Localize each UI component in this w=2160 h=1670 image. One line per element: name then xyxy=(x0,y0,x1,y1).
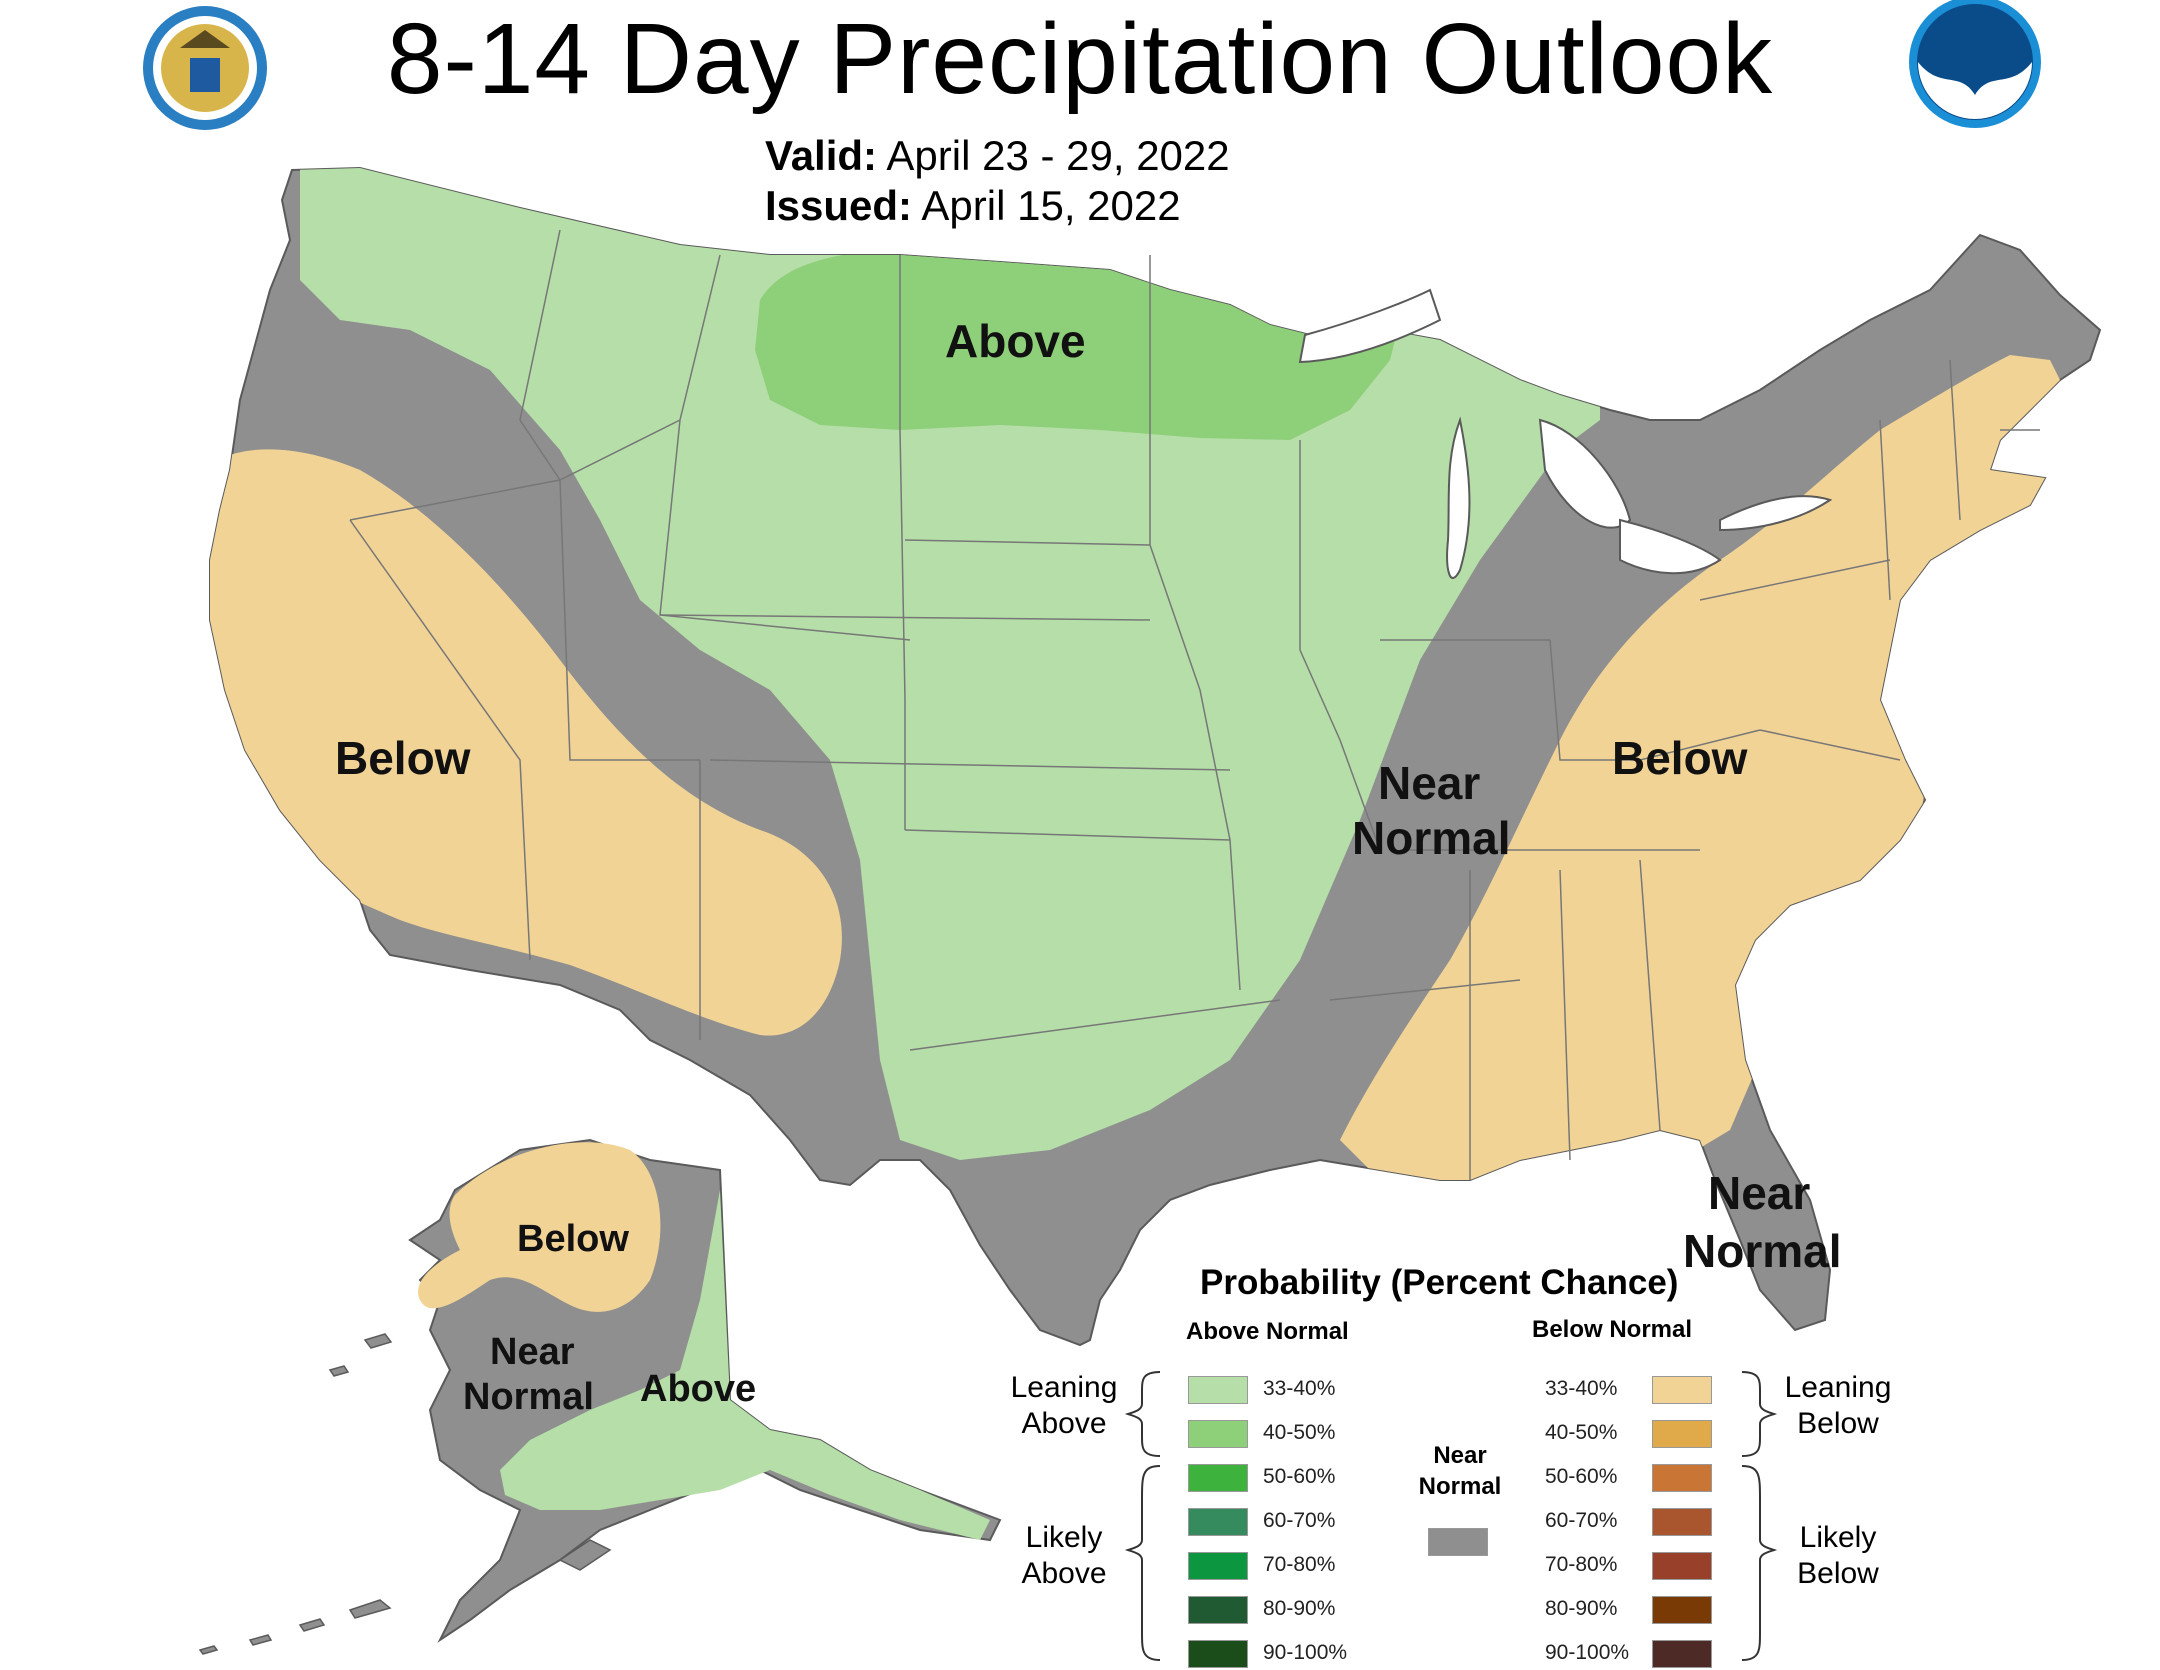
label-alaska-below: Below xyxy=(517,1218,629,1260)
legend-below-swatch xyxy=(1652,1596,1712,1624)
legend-above-range: 90-100% xyxy=(1263,1641,1348,1664)
label-alaska-near-1: Near xyxy=(490,1331,575,1373)
legend-leaning-above: Leaning Above xyxy=(1004,1370,1124,1442)
legend-likely-below: Likely Below xyxy=(1778,1520,1898,1592)
legend-near-line1: Near xyxy=(1433,1442,1487,1469)
label-alaska-near-2: Normal xyxy=(463,1376,594,1418)
legend-near-normal: Near Normal xyxy=(1410,1440,1510,1502)
legend-below-header: Below Normal xyxy=(1532,1316,1693,1343)
legend-leaning-below-line1: Leaning xyxy=(1784,1371,1892,1404)
legend-title: Probability (Percent Chance) xyxy=(1200,1263,1679,1302)
legend-left-braces xyxy=(1124,1371,1161,1661)
legend-above-range: 40-50% xyxy=(1263,1421,1336,1444)
legend-below-swatch xyxy=(1652,1420,1712,1448)
valid-label: Valid: xyxy=(765,132,878,179)
legend-above-range: 60-70% xyxy=(1263,1509,1336,1532)
legend-likely-below-line1: Likely xyxy=(1799,1521,1877,1554)
legend-above-swatch xyxy=(1188,1640,1248,1668)
label-near-normal-central-1: Near xyxy=(1378,757,1481,809)
valid-value: April 23 - 29, 2022 xyxy=(886,132,1230,179)
label-below-west: Below xyxy=(335,732,471,784)
legend-above-swatch xyxy=(1188,1508,1248,1536)
legend-near-swatch xyxy=(1428,1528,1488,1556)
label-above-north: Above xyxy=(945,315,1086,367)
legend-near-line2: Normal xyxy=(1418,1473,1502,1501)
issued-label: Issued: xyxy=(765,182,913,229)
legend-above-range: 33-40% xyxy=(1263,1377,1336,1400)
legend-below-range: 60-70% xyxy=(1545,1509,1618,1532)
legend-below-range: 50-60% xyxy=(1545,1465,1618,1488)
alaska-below-region xyxy=(418,1142,661,1312)
legend-below-range: 80-90% xyxy=(1545,1597,1618,1620)
legend-above-swatch xyxy=(1188,1552,1248,1580)
legend-leaning-below-line2: Below xyxy=(1797,1407,1879,1440)
map-title: 8-14 Day Precipitation Outlook xyxy=(386,3,1774,115)
legend-right-braces xyxy=(1741,1371,1778,1661)
label-near-normal-central-2: Normal xyxy=(1352,812,1511,864)
legend-below-swatch xyxy=(1652,1552,1712,1580)
legend-below-swatch xyxy=(1652,1508,1712,1536)
legend-below-range: 33-40% xyxy=(1545,1377,1618,1400)
legend-above-swatch xyxy=(1188,1376,1248,1404)
label-below-east: Below xyxy=(1612,732,1748,784)
legend-above-range: 80-90% xyxy=(1263,1597,1336,1620)
legend-leaning-above-line1: Leaning xyxy=(1010,1371,1118,1404)
legend-above-swatch xyxy=(1188,1596,1248,1624)
label-near-normal-florida-1: Near xyxy=(1708,1167,1811,1219)
legend-likely-above: Likely Above xyxy=(1004,1520,1124,1592)
below-normal-west-region xyxy=(210,449,842,1036)
legend-likely-below-line2: Below xyxy=(1797,1557,1879,1590)
noaa-logo xyxy=(1909,0,2041,128)
legend-above-swatch xyxy=(1188,1420,1248,1448)
label-alaska-above: Above xyxy=(640,1368,757,1410)
commerce-seal-logo xyxy=(143,6,267,130)
legend-below-range: 70-80% xyxy=(1545,1553,1618,1576)
legend-leaning-below: Leaning Below xyxy=(1778,1370,1898,1442)
legend-below-range: 40-50% xyxy=(1545,1421,1618,1444)
legend-above-range: 50-60% xyxy=(1263,1465,1336,1488)
great-lakes xyxy=(1298,288,1833,579)
label-near-normal-florida-2: Normal xyxy=(1683,1225,1842,1277)
issued-value: April 15, 2022 xyxy=(921,182,1181,229)
valid-line: Valid: April 23 - 29, 2022 xyxy=(765,132,1230,180)
legend-likely-above-line2: Above xyxy=(1021,1557,1107,1590)
legend-likely-above-line1: Likely xyxy=(1025,1521,1103,1554)
legend-leaning-above-line2: Above xyxy=(1021,1407,1107,1440)
alaska-above-region xyxy=(500,1190,990,1540)
legend-above-header: Above Normal xyxy=(1186,1318,1349,1345)
issued-line: Issued: April 15, 2022 xyxy=(765,182,1181,230)
legend-below-swatch xyxy=(1652,1464,1712,1492)
legend-above-range: 70-80% xyxy=(1263,1553,1336,1576)
state-boundaries xyxy=(349,229,2040,1180)
legend-below-range: 90-100% xyxy=(1545,1641,1630,1664)
below-normal-east-region xyxy=(1340,355,2080,1180)
legend-above-swatch xyxy=(1188,1464,1248,1492)
legend-below-swatch xyxy=(1652,1376,1712,1404)
legend-below-swatch xyxy=(1652,1640,1712,1668)
alaska xyxy=(198,1138,1002,1655)
